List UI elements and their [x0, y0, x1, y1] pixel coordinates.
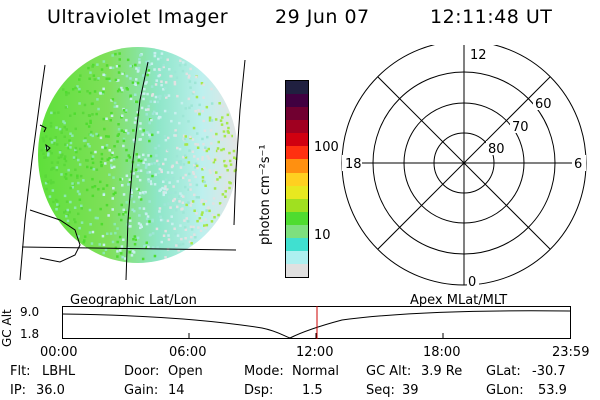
colorbar-segment: [286, 81, 308, 95]
seq-label: Seq:: [366, 383, 395, 398]
seq-value: 39: [402, 383, 419, 398]
flt-label: Flt:: [10, 364, 31, 379]
colorbar-tick-100: 100: [314, 140, 339, 155]
x-tick-0600: 06:00: [169, 345, 207, 360]
mlt-label-0: 0: [468, 275, 476, 290]
colorbar-segment: [286, 159, 308, 173]
speckle-texture: [40, 51, 238, 261]
gain-value: 14: [168, 383, 185, 398]
colorbar-unit-label: photon cm⁻²s⁻¹: [258, 144, 273, 245]
mlt-label-18: 18: [345, 157, 362, 172]
colorbar-segment: [286, 263, 308, 277]
colorbar-segment: [286, 146, 308, 160]
door-label: Door:: [124, 364, 160, 379]
gc-alt-axis-title: GC Alt: [0, 309, 14, 347]
time-label: 12:11:48 UT: [430, 6, 553, 28]
apex-mlat-mlt-label: Apex MLat/MLT: [410, 293, 508, 308]
colorbar-segment: [286, 185, 308, 199]
earth-uv-image: [19, 47, 246, 281]
colorbar-segment: [286, 250, 308, 264]
door-value: Open: [168, 364, 203, 379]
mlt-label-6: 6: [574, 157, 582, 172]
geographic-lat-lon-label: Geographic Lat/Lon: [70, 293, 197, 308]
dsp-value: 1.5: [302, 383, 323, 398]
y-tick-9: 9.0: [20, 305, 40, 319]
colorbar-segment: [286, 198, 308, 212]
glat-value: -30.7: [532, 364, 566, 379]
polar-mlat-mlt-plot: 12 18 6 0 60 70 80: [341, 45, 587, 290]
instrument-title: Ultraviolet Imager: [47, 6, 229, 28]
dsp-label: Dsp:: [244, 383, 274, 398]
x-tick-1800: 18:00: [423, 345, 461, 360]
mlt-label-12: 12: [470, 48, 487, 63]
colorbar-segment: [286, 224, 308, 238]
lat-label-70: 70: [512, 120, 529, 135]
mode-label: Mode:: [244, 364, 284, 379]
flt-value: LBHL: [42, 364, 76, 379]
glat-label: GLat:: [486, 364, 521, 379]
colorbar-segment: [286, 133, 308, 147]
glon-value: 53.9: [538, 383, 567, 398]
date-label: 29 Jun 07: [275, 6, 370, 28]
lat-label-80: 80: [488, 142, 505, 157]
x-tick-1200: 12:00: [296, 345, 334, 360]
glon-label: GLon:: [486, 383, 524, 398]
gc-alt-label: GC Alt:: [366, 364, 412, 379]
colorbar-tick-10: 10: [314, 228, 331, 243]
colorbar-segment: [286, 107, 308, 121]
colorbar-segment: [286, 211, 308, 225]
color-scale-bar: [285, 80, 309, 278]
gc-alt-value: 3.9 Re: [421, 364, 463, 379]
ip-value: 36.0: [36, 383, 65, 398]
colorbar-segment: [286, 94, 308, 108]
mode-value: Normal: [292, 364, 340, 379]
colorbar-segment: [286, 237, 308, 251]
y-tick-1-8: 1.8: [20, 327, 40, 341]
x-tick-0000: 00:00: [40, 345, 78, 360]
gain-label: Gain:: [124, 383, 159, 398]
colorbar-segment: [286, 172, 308, 186]
gc-altitude-plot: [62, 306, 571, 339]
colorbar-segment: [286, 120, 308, 134]
ip-label: IP:: [10, 383, 27, 398]
lat-label-60: 60: [535, 97, 552, 112]
x-tick-2359: 23:59: [552, 345, 590, 360]
